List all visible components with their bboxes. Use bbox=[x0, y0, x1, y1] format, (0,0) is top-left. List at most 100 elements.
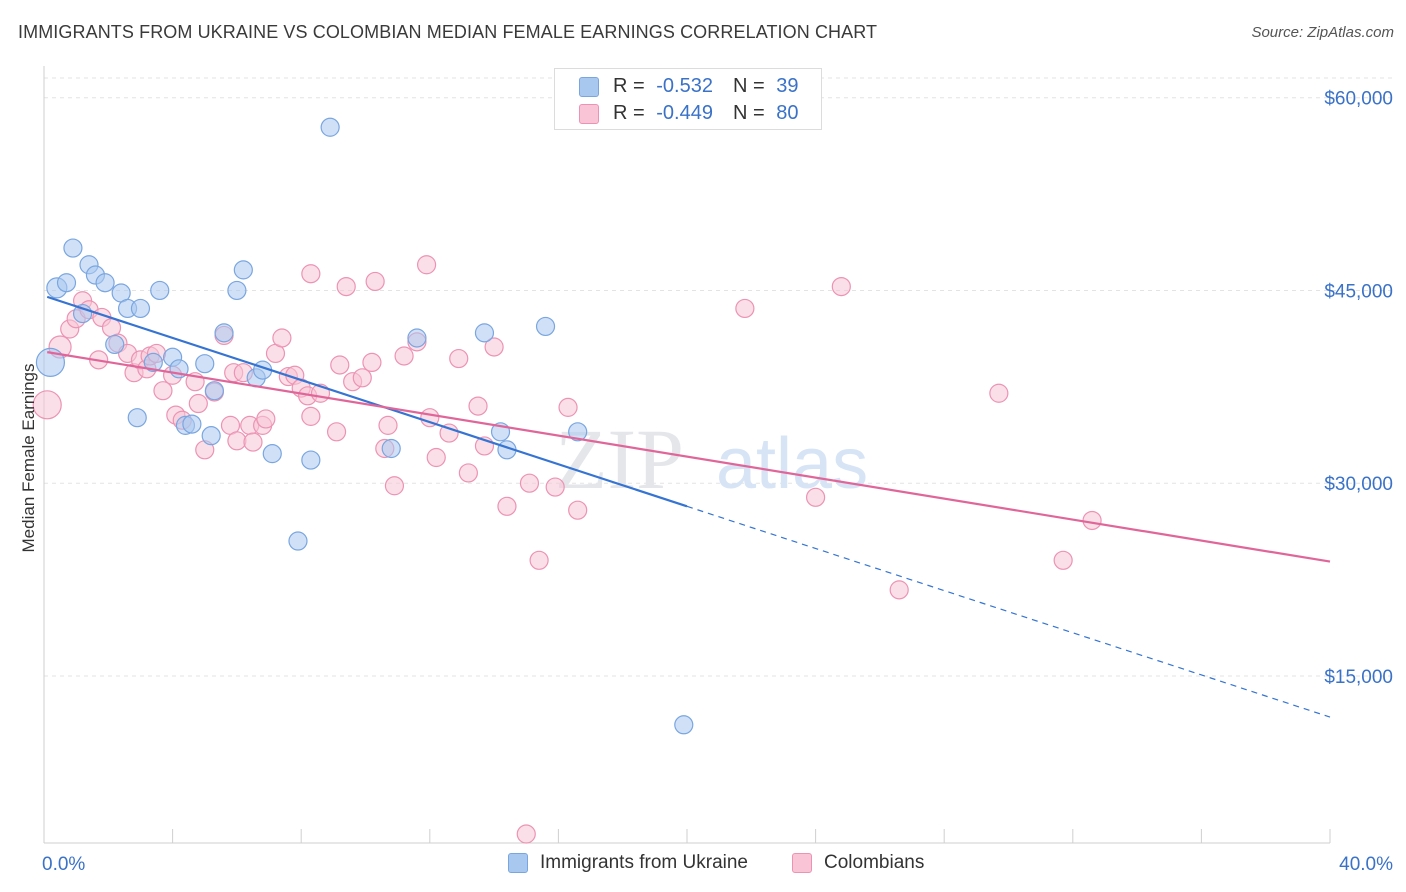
colombians-point bbox=[384, 476, 405, 496]
colombians-point bbox=[989, 383, 1009, 403]
ukraine-point bbox=[381, 438, 401, 459]
legend-label-ukraine: Immigrants from Ukraine bbox=[540, 852, 748, 873]
colombians-point bbox=[416, 255, 437, 275]
y-tick-label: $15,000 bbox=[1324, 667, 1393, 688]
ukraine-point bbox=[227, 280, 247, 301]
ukraine-point bbox=[105, 334, 125, 355]
colombians-point bbox=[449, 348, 469, 369]
ukraine-trend-line bbox=[46, 295, 688, 508]
colombians-point bbox=[529, 550, 549, 570]
ukraine-point bbox=[127, 408, 147, 428]
colombians-point bbox=[439, 423, 459, 443]
ukraine-point bbox=[233, 260, 253, 280]
colombians-point bbox=[558, 397, 578, 417]
colombians-point bbox=[458, 463, 478, 483]
colombians-point bbox=[468, 396, 488, 416]
y-tick-label: $30,000 bbox=[1324, 474, 1393, 495]
colombians-point bbox=[497, 496, 517, 516]
colombians-point bbox=[1082, 510, 1102, 531]
colombians-point bbox=[301, 406, 321, 426]
stats-r-value: -0.532 bbox=[656, 75, 713, 97]
ukraine-point bbox=[674, 715, 694, 735]
legend: Immigrants from Ukraine Colombians bbox=[0, 850, 1406, 880]
ukraine-points bbox=[35, 117, 694, 735]
ukraine-point bbox=[201, 426, 221, 446]
colombians-point bbox=[352, 368, 372, 388]
ukraine-point bbox=[150, 280, 170, 301]
colombians-point bbox=[889, 580, 909, 600]
chart-title: IMMIGRANTS FROM UKRAINE VS COLOMBIAN MED… bbox=[18, 22, 878, 42]
colombians-point bbox=[365, 271, 385, 292]
ukraine-point bbox=[130, 298, 151, 319]
x-tick-labels: 0.0% 40.0% bbox=[42, 854, 1393, 875]
stats-r-value: -0.449 bbox=[656, 102, 713, 124]
colombians-point bbox=[301, 264, 321, 284]
stats-box: R = -0.532 N = 39 R = -0.449 N = 80 bbox=[554, 68, 822, 130]
ukraine-point bbox=[204, 381, 224, 401]
stats-n-value: 39 bbox=[776, 75, 799, 97]
legend-label-colombians: Colombians bbox=[824, 852, 925, 873]
colombians-point bbox=[516, 824, 536, 844]
colombians-point bbox=[1053, 550, 1073, 570]
colombians-point bbox=[805, 487, 826, 507]
colombians-point bbox=[336, 276, 356, 297]
stats-n-label: N = bbox=[732, 102, 765, 124]
colombians-point bbox=[484, 337, 504, 357]
stats-swatch-colombians bbox=[579, 103, 599, 124]
colombians-point bbox=[188, 393, 208, 414]
ukraine-point bbox=[407, 328, 427, 348]
colombians-point bbox=[378, 415, 398, 435]
stats-r-label: R = bbox=[613, 102, 645, 124]
colombians-point bbox=[394, 346, 414, 366]
ukraine-point bbox=[63, 238, 83, 258]
stats-swatch-ukraine bbox=[579, 76, 599, 97]
y-axis-label: Median Female Earnings bbox=[19, 364, 38, 553]
watermark: ZIP atlas bbox=[555, 411, 868, 507]
colombians-point bbox=[326, 422, 347, 442]
source-label: Source: ZipAtlas.com bbox=[1251, 24, 1394, 41]
ukraine-trend-extension bbox=[686, 505, 1331, 718]
ukraine-point bbox=[35, 347, 66, 378]
colombians-point bbox=[519, 473, 540, 493]
colombians-point bbox=[362, 352, 382, 373]
axes bbox=[43, 66, 1331, 844]
x-tick-label: 40.0% bbox=[1339, 854, 1393, 875]
y-tick-label: $45,000 bbox=[1324, 281, 1393, 302]
watermark-atlas: atlas bbox=[716, 424, 868, 504]
stats-row-colombians: R = -0.449 N = 80 bbox=[579, 102, 798, 125]
colombians-point bbox=[831, 276, 851, 297]
legend-item-ukraine[interactable]: Immigrants from Ukraine bbox=[508, 852, 748, 874]
colombians-point bbox=[32, 390, 62, 420]
colombians-point bbox=[568, 500, 588, 520]
ukraine-point bbox=[214, 323, 234, 343]
stats-n-label: N = bbox=[732, 75, 765, 97]
ukraine-point bbox=[288, 531, 308, 551]
colombians-trend-line bbox=[47, 351, 1331, 563]
ukraine-point bbox=[262, 444, 282, 464]
x-tick-label: 0.0% bbox=[42, 854, 85, 875]
legend-swatch-ukraine bbox=[508, 853, 528, 873]
ukraine-point bbox=[301, 450, 321, 470]
colombians-point bbox=[426, 447, 446, 468]
trend-lines bbox=[46, 295, 1331, 718]
colombians-point bbox=[735, 298, 755, 319]
ukraine-point bbox=[320, 117, 340, 137]
ukraine-point bbox=[474, 323, 495, 343]
colombians-point bbox=[227, 431, 247, 451]
y-tick-label: $60,000 bbox=[1324, 89, 1393, 110]
ukraine-point bbox=[95, 273, 115, 293]
ukraine-point bbox=[195, 354, 215, 374]
ukraine-point bbox=[568, 422, 588, 442]
legend-item-colombians[interactable]: Colombians bbox=[792, 852, 924, 874]
colombians-point bbox=[256, 409, 276, 429]
legend-swatch-colombians bbox=[792, 853, 812, 873]
ukraine-point bbox=[143, 352, 163, 373]
ukraine-point bbox=[56, 273, 77, 293]
stats-r-label: R = bbox=[613, 75, 645, 97]
ukraine-point bbox=[182, 414, 202, 434]
stats-row-ukraine: R = -0.532 N = 39 bbox=[579, 75, 798, 98]
colombians-point bbox=[330, 355, 350, 375]
stats-n-value: 80 bbox=[776, 102, 799, 124]
colombians-point bbox=[243, 432, 263, 452]
